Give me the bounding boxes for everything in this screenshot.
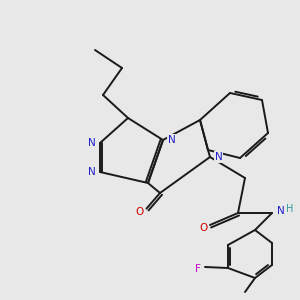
Text: O: O (136, 207, 144, 217)
Text: N: N (214, 152, 222, 162)
Text: O: O (199, 223, 208, 233)
Text: H: H (286, 204, 293, 214)
Text: F: F (196, 263, 201, 274)
Text: N: N (88, 138, 95, 148)
Text: N: N (88, 167, 95, 177)
Text: N: N (277, 206, 284, 217)
Text: N: N (167, 135, 175, 145)
